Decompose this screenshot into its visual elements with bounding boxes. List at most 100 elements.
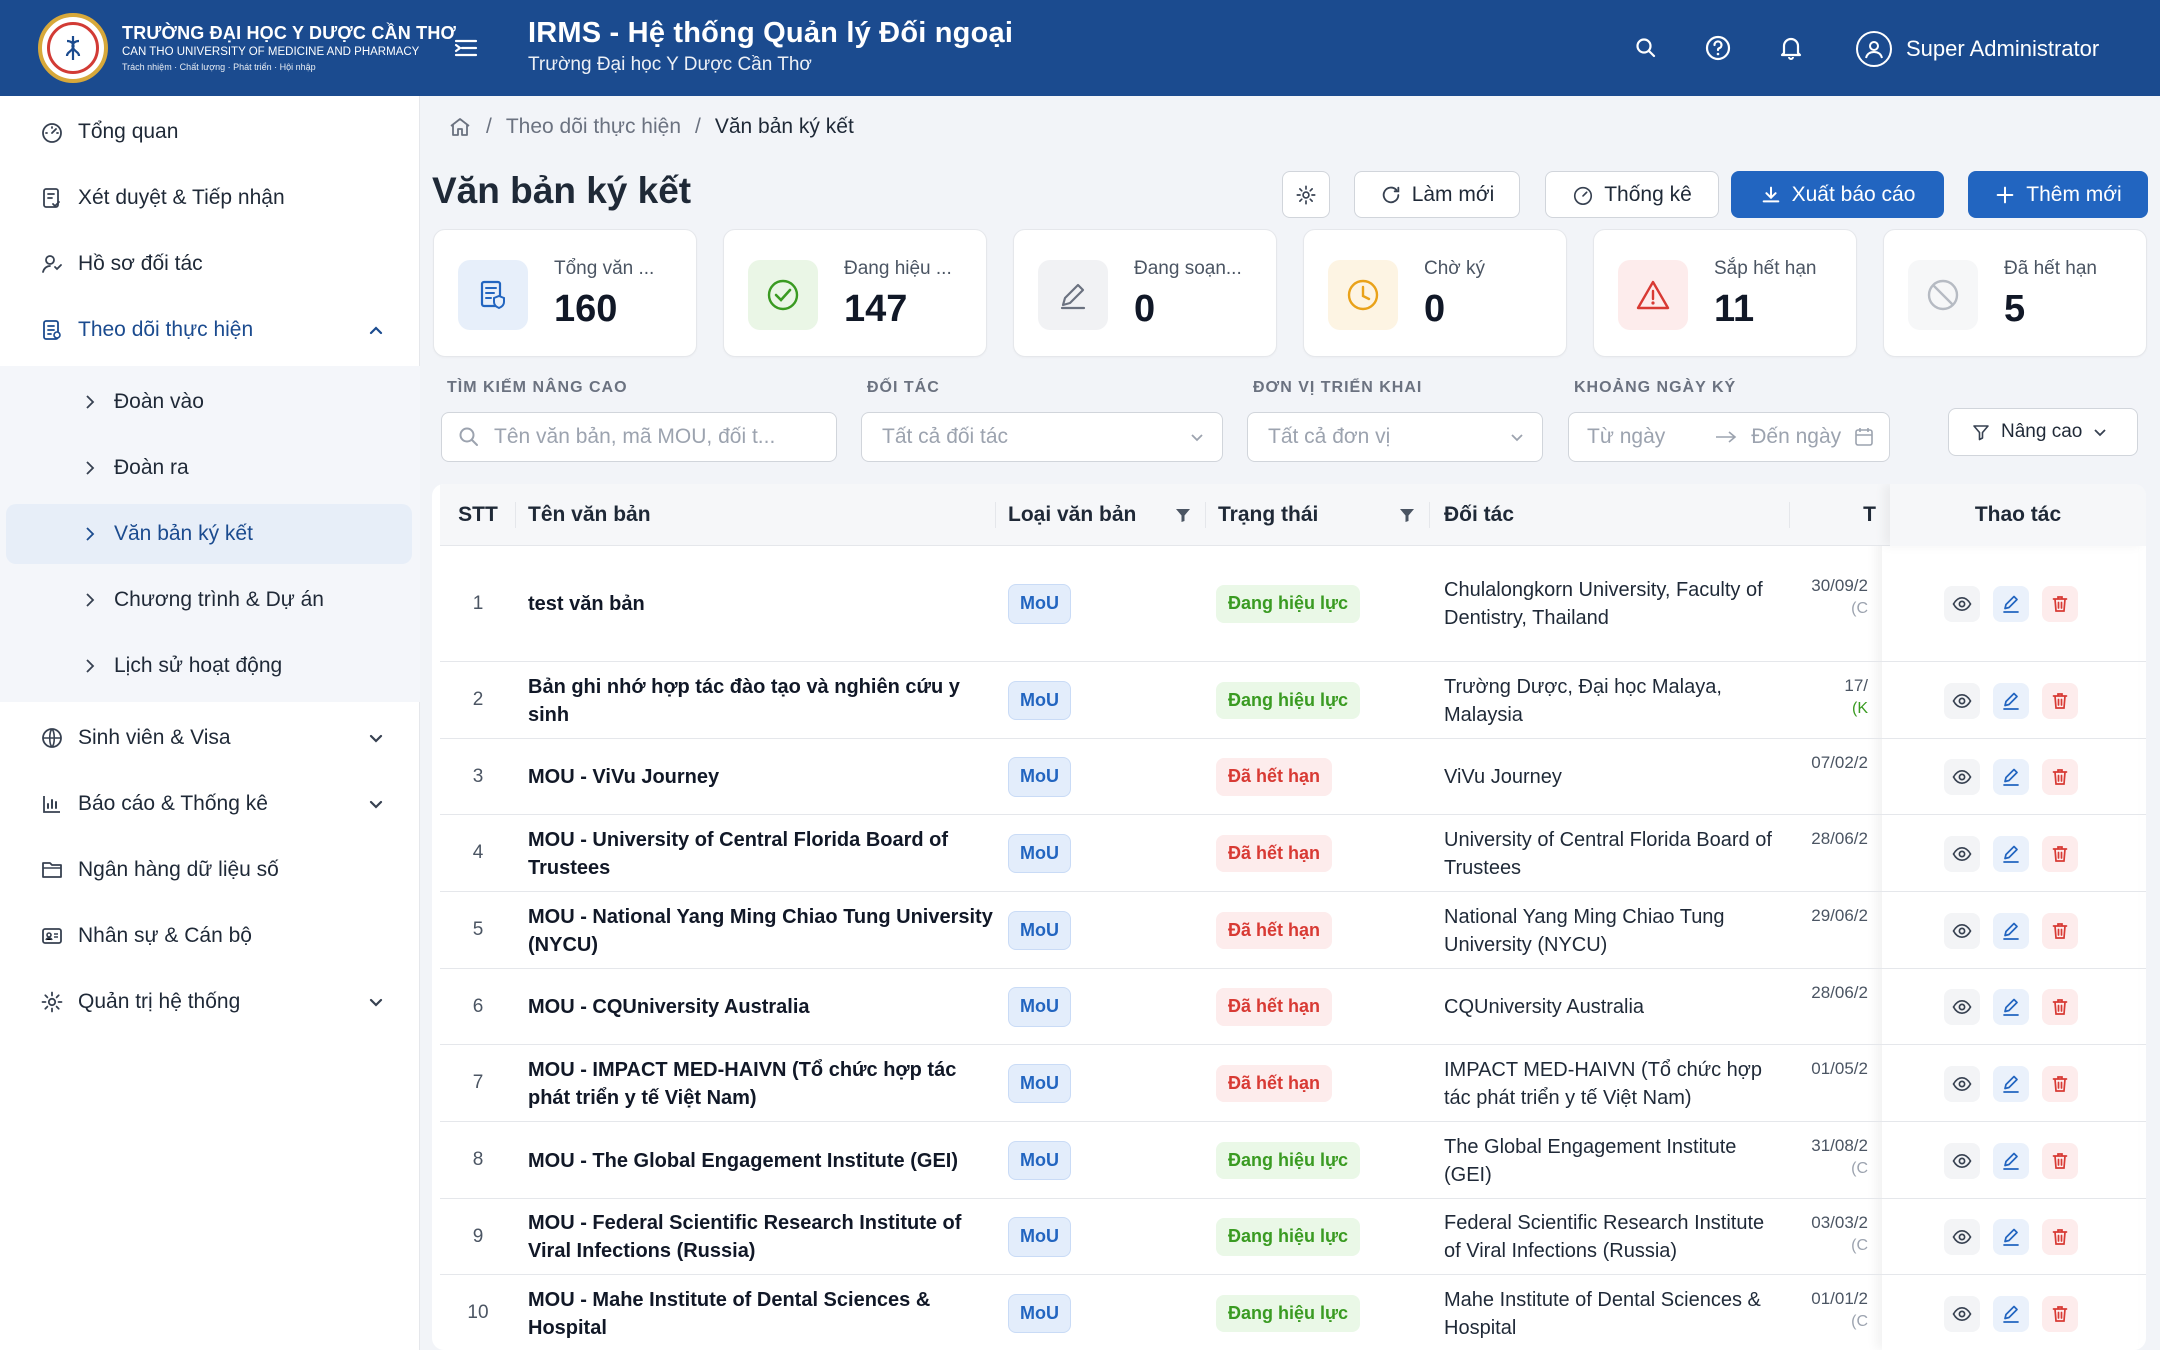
- unit-select[interactable]: Tất cả đơn vị: [1247, 412, 1543, 462]
- refresh-button[interactable]: Làm mới: [1354, 171, 1520, 218]
- column-header-type[interactable]: Loại văn bản: [996, 484, 1206, 546]
- row-partner: Trường Dược, Đại học Malaya, Malaysia: [1444, 675, 1722, 726]
- breadcrumb-parent[interactable]: Theo dõi thực hiện: [505, 115, 682, 138]
- settings-button[interactable]: [1282, 171, 1330, 218]
- table-row[interactable]: 9 MOU - Federal Scientific Research Insti…: [440, 1199, 2146, 1275]
- delete-icon[interactable]: [2042, 989, 2078, 1025]
- row-name[interactable]: test văn bản: [528, 593, 645, 615]
- stat-card-active[interactable]: Đang hiệu ... 147: [723, 229, 987, 357]
- row-name[interactable]: MOU - Federal Scientific Research Instit…: [528, 1212, 962, 1262]
- sidebar-item-review[interactable]: Xét duyệt & Tiếp nhận: [0, 168, 420, 228]
- add-new-button[interactable]: Thêm mới: [1968, 171, 2148, 218]
- home-icon[interactable]: [448, 115, 472, 139]
- column-header-name[interactable]: Tên văn bản: [516, 484, 996, 546]
- row-name[interactable]: MOU - Mahe Institute of Dental Sciences …: [528, 1288, 931, 1339]
- sidebar-item-overview[interactable]: Tổng quan: [0, 102, 420, 162]
- table-row[interactable]: 2 Bản ghi nhớ hợp tác đào tạo và nghiên c…: [440, 662, 2146, 739]
- delete-icon[interactable]: [2042, 912, 2078, 949]
- university-logo[interactable]: TRƯỜNG ĐẠI HỌC Y DƯỢC CẦN THƠ CAN THO UN…: [38, 12, 456, 84]
- row-name[interactable]: MOU - National Yang Ming Chiao Tung Univ…: [528, 905, 993, 956]
- edit-icon[interactable]: [1993, 989, 2029, 1025]
- row-name[interactable]: MOU - ViVu Journey: [528, 766, 720, 788]
- edit-icon[interactable]: [1993, 1295, 2029, 1332]
- statistics-button[interactable]: Thống kê: [1545, 171, 1719, 218]
- partner-select[interactable]: Tất cả đối tác: [861, 412, 1223, 462]
- row-actions: [1944, 1122, 2104, 1199]
- search-input[interactable]: Tên văn bản, mã MOU, đối t...: [441, 412, 837, 462]
- table-row[interactable]: 4 MOU - University of Central Florida Boa…: [440, 815, 2146, 892]
- stat-card-total[interactable]: Tổng văn ... 160: [433, 229, 697, 357]
- column-header-partner[interactable]: Đối tác: [1430, 484, 1790, 546]
- delete-icon[interactable]: [2042, 682, 2078, 719]
- view-icon[interactable]: [1944, 759, 1980, 795]
- view-icon[interactable]: [1944, 989, 1980, 1025]
- view-icon[interactable]: [1944, 1142, 1980, 1179]
- table-row[interactable]: 8 MOU - The Global Engagement Institute (…: [440, 1122, 2146, 1199]
- view-icon[interactable]: [1944, 1295, 1980, 1332]
- table-row[interactable]: 7 MOU - IMPACT MED-HAIVN (Tổ chức hợp tác…: [440, 1045, 2146, 1122]
- table-row[interactable]: 6 MOU - CQUniversity Australia MoU Đã hết h…: [440, 969, 2146, 1045]
- help-icon[interactable]: [1700, 30, 1736, 66]
- column-header-status[interactable]: Trạng thái: [1206, 484, 1430, 546]
- filter-icon[interactable]: [1398, 506, 1416, 524]
- edit-icon[interactable]: [1993, 682, 2029, 719]
- row-name[interactable]: MOU - University of Central Florida Boar…: [528, 828, 949, 879]
- date-range-picker[interactable]: Từ ngày Đến ngày: [1568, 412, 1890, 462]
- edit-icon[interactable]: [1993, 1219, 2029, 1255]
- delete-icon[interactable]: [2042, 586, 2078, 622]
- stat-card-expired[interactable]: Đã hết hạn 5: [1883, 229, 2147, 357]
- sidebar-subitem-outgoing[interactable]: Đoàn ra: [6, 438, 412, 498]
- search-icon[interactable]: [1628, 30, 1664, 66]
- delete-icon[interactable]: [2042, 1065, 2078, 1102]
- sidebar-item-students-visa[interactable]: Sinh viên & Visa: [0, 708, 420, 768]
- stat-card-drafting[interactable]: Đang soạn... 0: [1013, 229, 1277, 357]
- advanced-filter-button[interactable]: Nâng cao: [1948, 408, 2138, 456]
- delete-icon[interactable]: [2042, 835, 2078, 872]
- export-report-button[interactable]: Xuất báo cáo: [1731, 171, 1944, 218]
- edit-icon[interactable]: [1993, 586, 2029, 622]
- view-icon[interactable]: [1944, 682, 1980, 719]
- view-icon[interactable]: [1944, 835, 1980, 872]
- sidebar-subitem-incoming[interactable]: Đoàn vào: [6, 372, 412, 432]
- row-name[interactable]: MOU - The Global Engagement Institute (G…: [528, 1149, 959, 1172]
- bell-icon[interactable]: [1773, 30, 1809, 66]
- column-header-date[interactable]: T: [1790, 484, 1880, 546]
- table-row[interactable]: 5 MOU - National Yang Ming Chiao Tung Uni…: [440, 892, 2146, 969]
- delete-icon[interactable]: [2042, 759, 2078, 795]
- sidebar-subitem-history[interactable]: Lịch sử hoạt động: [6, 636, 412, 696]
- sidebar-item-admin[interactable]: Quản trị hệ thống: [0, 972, 420, 1032]
- delete-icon[interactable]: [2042, 1219, 2078, 1255]
- sidebar-item-staff[interactable]: Nhân sự & Cán bộ: [0, 906, 420, 966]
- table-row[interactable]: 1 test văn bản MoU Đang hiệu lực Chulalongko…: [440, 546, 2146, 662]
- sidebar-item-data-bank[interactable]: Ngân hàng dữ liệu số: [0, 840, 420, 900]
- row-name[interactable]: MOU - CQUniversity Australia: [528, 996, 810, 1018]
- sidebar-subitem-programs[interactable]: Chương trình & Dự án: [6, 570, 412, 630]
- sidebar-item-reports[interactable]: Báo cáo & Thống kê: [0, 774, 420, 834]
- column-header-label: Tên văn bản: [528, 503, 651, 526]
- sidebar-item-partners[interactable]: Hồ sơ đối tác: [0, 234, 420, 294]
- stat-card-expiring[interactable]: Sắp hết hạn 11: [1593, 229, 1857, 357]
- type-badge: MoU: [1008, 987, 1071, 1027]
- user-menu[interactable]: Super Administrator: [1856, 30, 2099, 68]
- edit-icon[interactable]: [1993, 835, 2029, 872]
- edit-icon[interactable]: [1993, 1065, 2029, 1102]
- filter-icon[interactable]: [1174, 506, 1192, 524]
- table-row[interactable]: 10 MOU - Mahe Institute of Dental Science…: [440, 1275, 2146, 1350]
- row-name[interactable]: MOU - IMPACT MED-HAIVN (Tổ chức hợp tác …: [528, 1058, 957, 1109]
- column-header-stt[interactable]: STT: [440, 484, 516, 546]
- table-row[interactable]: 3 MOU - ViVu Journey MoU Đã hết hạn ViVu Jou…: [440, 739, 2146, 815]
- edit-icon[interactable]: [1993, 759, 2029, 795]
- view-icon[interactable]: [1944, 1065, 1980, 1102]
- view-icon[interactable]: [1944, 586, 1980, 622]
- edit-icon[interactable]: [1993, 1142, 2029, 1179]
- row-name[interactable]: Bản ghi nhớ hợp tác đào tạo và nghiên cứ…: [528, 675, 960, 726]
- delete-icon[interactable]: [2042, 1295, 2078, 1332]
- view-icon[interactable]: [1944, 912, 1980, 949]
- sidebar-subitem-agreements[interactable]: Văn bản ký kết: [6, 504, 412, 564]
- stat-card-pending[interactable]: Chờ ký 0: [1303, 229, 1567, 357]
- view-icon[interactable]: [1944, 1219, 1980, 1255]
- delete-icon[interactable]: [2042, 1142, 2078, 1179]
- sidebar-item-tracking[interactable]: Theo dõi thực hiện: [0, 300, 420, 360]
- menu-icon[interactable]: [452, 34, 480, 62]
- edit-icon[interactable]: [1993, 912, 2029, 949]
